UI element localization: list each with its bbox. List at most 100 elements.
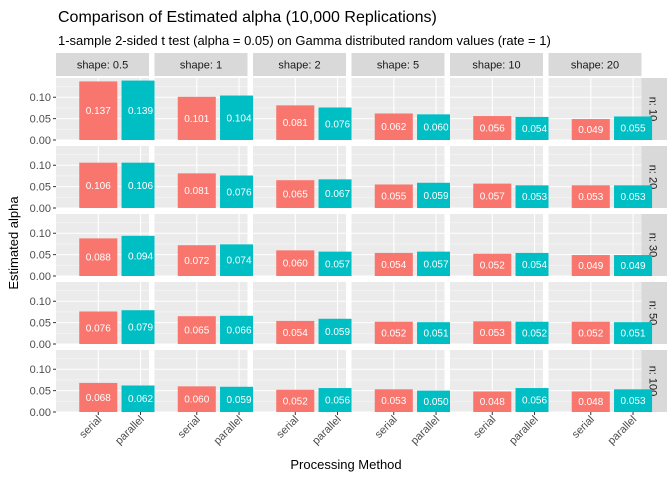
y-tick-label: 0.00: [30, 339, 51, 351]
bar-value-label: 0.049: [578, 125, 603, 136]
bar-value-label: 0.054: [283, 328, 308, 339]
bar-parallel: [220, 95, 259, 140]
x-tick-label: serial: [274, 414, 301, 441]
y-axis-title: Estimated alpha: [6, 196, 21, 290]
bar-value-label: 0.053: [621, 396, 646, 407]
bar-parallel: [220, 315, 259, 344]
bar-parallel: [614, 255, 653, 276]
facet-strip-col-label: shape: 20: [571, 60, 619, 72]
bar-value-label: 0.060: [184, 395, 209, 406]
bar-value-label: 0.068: [86, 393, 111, 404]
bar-value-label: 0.101: [184, 114, 209, 125]
x-tick-label: parallel: [212, 414, 246, 448]
bar-value-label: 0.106: [86, 181, 111, 192]
bar-serial: [473, 183, 512, 208]
bar-value-label: 0.053: [381, 396, 406, 407]
facet-strip-col-label: shape: 1: [180, 60, 222, 72]
bar-serial: [473, 321, 512, 344]
bar-parallel: [614, 389, 653, 412]
bar-value-label: 0.055: [381, 192, 406, 203]
bar-value-label: 0.106: [128, 181, 153, 192]
bar-value-label: 0.057: [424, 259, 449, 270]
bar-serial: [473, 253, 512, 276]
y-tick-label: 0.10: [30, 296, 51, 308]
bar-value-label: 0.062: [381, 122, 406, 133]
bar-value-label: 0.066: [227, 325, 252, 336]
bar-value-label: 0.048: [578, 397, 603, 408]
bar-serial: [177, 173, 216, 208]
bar-value-label: 0.057: [325, 259, 350, 270]
bar-serial: [374, 184, 413, 208]
y-tick-label: 0.05: [30, 182, 51, 194]
bar-parallel: [318, 388, 357, 412]
bar-value-label: 0.060: [424, 123, 449, 134]
bar-serial: [79, 81, 118, 140]
bar-parallel: [121, 235, 160, 276]
facet-strip-row-label: n: 100: [647, 366, 659, 397]
bar-value-label: 0.051: [621, 329, 646, 340]
bar-parallel: [515, 388, 554, 412]
bar-value-label: 0.081: [283, 118, 308, 129]
bar-serial: [177, 245, 216, 276]
bar-parallel: [515, 185, 554, 208]
bar-parallel: [515, 321, 554, 344]
bar-parallel: [417, 114, 456, 140]
bar-parallel: [515, 116, 554, 140]
facet-strip-col-label: shape: 2: [278, 60, 320, 72]
bar-value-label: 0.049: [578, 261, 603, 272]
bar-parallel: [417, 322, 456, 344]
y-tick-label: 0.10: [30, 160, 51, 172]
bar-serial: [276, 180, 315, 208]
bar-value-label: 0.053: [621, 192, 646, 203]
facet-strip-col: [351, 53, 445, 76]
bar-value-label: 0.065: [184, 326, 209, 337]
bar-value-label: 0.094: [128, 251, 153, 262]
y-tick-label: 0.00: [30, 271, 51, 283]
chart-title: Comparison of Estimated alpha (10,000 Re…: [58, 9, 437, 26]
y-tick-label: 0.05: [30, 250, 51, 262]
facet-strip-col: [56, 53, 149, 76]
bar-serial: [276, 389, 315, 412]
x-tick-label: parallel: [409, 414, 443, 448]
bar-value-label: 0.062: [128, 394, 153, 405]
x-tick-label: parallel: [606, 414, 640, 448]
bar-value-label: 0.067: [325, 189, 350, 200]
x-axis-title: Processing Method: [290, 457, 401, 472]
bar-value-label: 0.052: [283, 396, 308, 407]
bar-parallel: [121, 310, 160, 344]
bar-parallel: [417, 182, 456, 208]
bar-value-label: 0.059: [325, 327, 350, 338]
facet-strip-row-label: n: 50: [647, 301, 659, 325]
bar-value-label: 0.065: [283, 190, 308, 201]
bar-serial: [374, 389, 413, 412]
bar-serial: [571, 391, 610, 412]
bar-serial: [276, 320, 315, 344]
y-tick-label: 0.05: [30, 318, 51, 330]
facet-strip-col-label: shape: 5: [377, 60, 419, 72]
facet-strip-col-label: shape: 0.5: [77, 60, 128, 72]
y-tick-label: 0.00: [30, 203, 51, 215]
bar-value-label: 0.104: [227, 113, 252, 124]
bar-parallel: [318, 179, 357, 208]
bar-value-label: 0.052: [522, 328, 547, 339]
bar-value-label: 0.053: [522, 192, 547, 203]
bar-parallel: [417, 251, 456, 276]
bar-value-label: 0.052: [578, 328, 603, 339]
bar-value-label: 0.054: [522, 124, 547, 135]
facet-strip-col: [154, 53, 248, 76]
bar-value-label: 0.074: [227, 256, 252, 267]
bar-value-label: 0.048: [480, 397, 505, 408]
chart-subtitle: 1-sample 2-sided t test (alpha = 0.05) o…: [58, 33, 551, 48]
bar-value-label: 0.056: [325, 396, 350, 407]
bar-value-label: 0.076: [86, 323, 111, 334]
bar-value-label: 0.056: [480, 124, 505, 135]
bar-parallel: [417, 390, 456, 412]
bar-parallel: [220, 175, 259, 208]
bar-value-label: 0.060: [283, 259, 308, 270]
bar-value-label: 0.059: [424, 191, 449, 202]
bar-parallel: [318, 318, 357, 344]
facet-strip-col: [450, 53, 543, 76]
y-tick-label: 0.00: [30, 135, 51, 147]
bar-parallel: [121, 162, 160, 208]
